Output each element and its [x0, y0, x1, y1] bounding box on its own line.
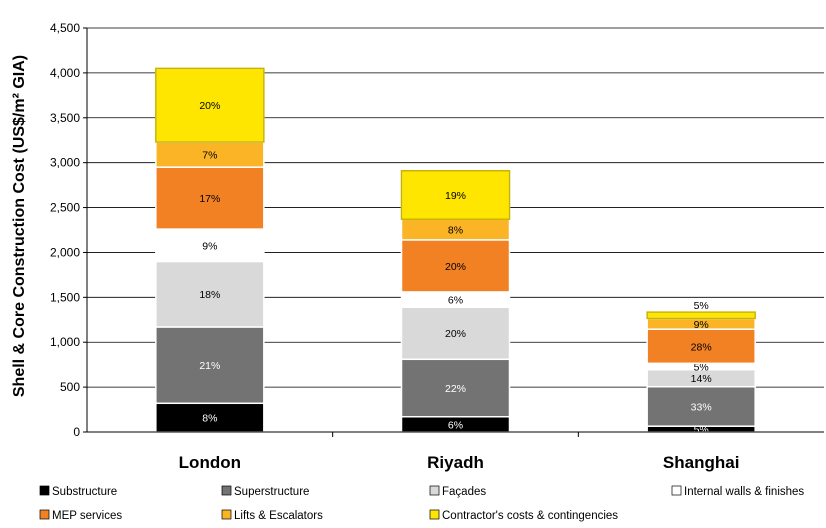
legend-swatch — [221, 509, 232, 520]
data-label: 19% — [445, 190, 466, 202]
data-label: 5% — [694, 424, 709, 436]
data-label: 9% — [694, 319, 709, 331]
axes — [86, 28, 824, 437]
legend-label: MEP services — [52, 510, 122, 522]
data-label: 9% — [202, 240, 217, 252]
legend-swatch — [39, 485, 50, 496]
category-labels: London Riyadh Shanghai — [179, 453, 740, 472]
data-label: 20% — [445, 261, 466, 273]
y-tick-label: 1,500 — [50, 290, 80, 304]
bar-segment-fa-ades — [155, 260, 265, 328]
category-label: London — [179, 453, 241, 472]
data-label: 33% — [691, 401, 712, 413]
legend-label: Internal walls & finishes — [684, 486, 804, 498]
y-tick-label: 2,500 — [50, 201, 80, 215]
data-label: 22% — [445, 383, 466, 395]
bar-segment-outline — [646, 311, 756, 320]
bar-segment-lifts-escalators — [155, 141, 265, 168]
data-label: 20% — [199, 100, 220, 112]
data-label: 18% — [199, 289, 220, 301]
bar-segment-outline — [155, 67, 265, 143]
data-label: 6% — [448, 419, 463, 431]
y-tick-label: 3,000 — [50, 156, 80, 170]
data-label: 20% — [445, 328, 466, 340]
legend-swatch — [39, 509, 50, 520]
data-label: 8% — [202, 413, 217, 425]
data-label: 14% — [691, 373, 712, 385]
category-label: Riyadh — [427, 453, 484, 472]
data-label: 5% — [694, 361, 709, 373]
data-label: 8% — [448, 225, 463, 237]
legend: Substructure Superstructure Façades Interna… — [39, 485, 804, 522]
legend-label: Façades — [442, 486, 486, 498]
y-tick-label: 4,000 — [50, 66, 80, 80]
data-label: 17% — [199, 193, 220, 205]
bars: 8% 21% 18% 9% 17% 7% 20% 6% 22% 20% 6% 20% 8% 19% 5% 33… — [155, 67, 756, 436]
legend-swatch — [429, 509, 440, 520]
data-label: 7% — [202, 150, 217, 162]
legend-label: Contractor's costs & contingencies — [442, 510, 618, 522]
bar-segment-superstructure — [400, 358, 511, 418]
y-axis-ticks: 0 500 1,000 1,500 2,000 2,500 3,000 3,500 4,000 4… — [50, 21, 87, 439]
bar-segment-mep-services — [646, 328, 756, 365]
legend-label: Superstructure — [234, 486, 309, 498]
y-tick-label: 0 — [73, 425, 80, 439]
y-tick-label: 4,500 — [50, 21, 80, 35]
y-tick-label: 500 — [60, 380, 80, 394]
legend-swatch — [221, 485, 232, 496]
legend-label: Lifts & Escalators — [234, 510, 323, 522]
bar-segment-outline — [400, 169, 511, 220]
y-tick-label: 1,000 — [50, 335, 80, 349]
y-tick-label: 3,500 — [50, 111, 80, 125]
legend-label: Substructure — [52, 486, 117, 498]
data-label: 5% — [694, 300, 709, 312]
bar-segment-contractor-s-costs-contingencies — [646, 311, 756, 320]
category-label: Shanghai — [663, 453, 740, 472]
bar-segment-contractor-s-costs-contingencies — [155, 67, 265, 143]
legend-swatch — [671, 485, 682, 496]
legend-swatch — [429, 485, 440, 496]
y-tick-label: 2,000 — [50, 245, 80, 259]
data-label: 21% — [199, 360, 220, 372]
data-label: 6% — [448, 295, 463, 307]
y-axis-label: Shell & Core Construction Cost (US$/m² G… — [11, 55, 28, 397]
data-label: 28% — [691, 341, 712, 353]
